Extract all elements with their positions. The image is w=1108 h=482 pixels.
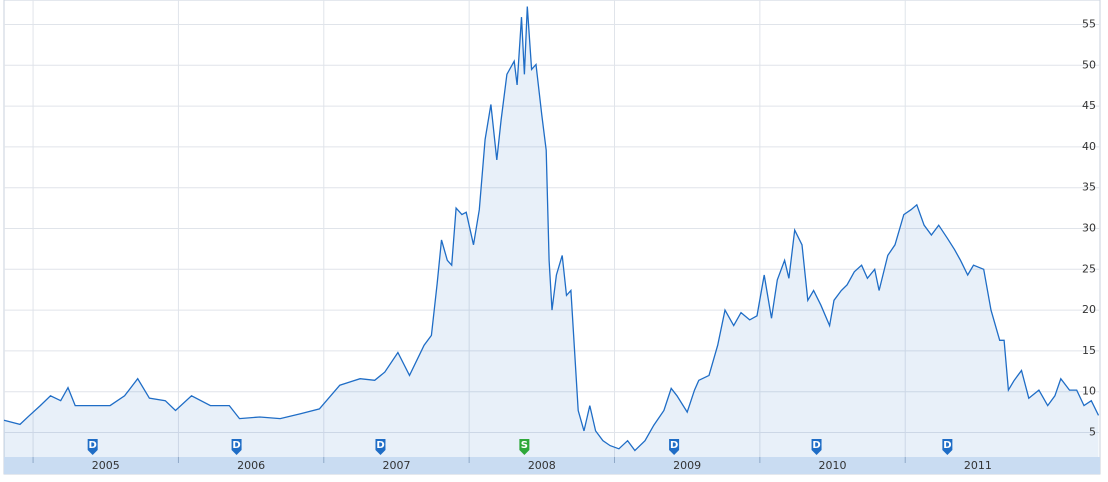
flag <box>231 439 242 455</box>
flag-label: D <box>232 440 240 451</box>
y-tick-label: 30 <box>1082 222 1096 235</box>
y-tick-label: 5 <box>1089 426 1096 439</box>
y-tick-label: 35 <box>1082 181 1096 194</box>
x-axis-band <box>4 457 1100 474</box>
flag <box>87 439 98 455</box>
plot: 2005 2006 2007 2008 2009 2010 2011 5 10 15 20 25 30 3… <box>3 0 1100 472</box>
flag-label: D <box>89 440 97 451</box>
y-tick-label: 40 <box>1082 140 1096 153</box>
x-tick-label: 2010 <box>819 459 847 472</box>
x-tick-label: 2011 <box>964 459 992 472</box>
x-tick-label: 2009 <box>673 459 701 472</box>
y-tick-label: 25 <box>1082 262 1096 275</box>
flag-label: D <box>812 440 820 451</box>
x-tick-label: 2008 <box>528 459 556 472</box>
area <box>4 6 1099 457</box>
x-tick-label: 2007 <box>382 459 410 472</box>
plot-frame <box>3 0 1101 475</box>
x-tick-label: 2005 <box>92 459 120 472</box>
flag-label: D <box>376 440 384 451</box>
flag <box>942 439 953 455</box>
x-tick-label: 2006 <box>237 459 265 472</box>
y-tick-label: 15 <box>1082 344 1096 357</box>
flag-label: D <box>943 440 951 451</box>
y-tick-label: 10 <box>1082 385 1096 398</box>
flag <box>669 439 680 455</box>
flag <box>519 439 530 455</box>
line <box>3 6 1100 452</box>
y-tick-label: 20 <box>1082 303 1096 316</box>
flag-label: D <box>670 440 678 451</box>
y-tick-label: 50 <box>1082 58 1096 71</box>
y-tick-label: 45 <box>1082 99 1096 112</box>
y-tick-label: 55 <box>1082 17 1096 30</box>
flag <box>811 439 822 455</box>
flag-label: S <box>521 440 528 451</box>
flag <box>375 439 386 455</box>
